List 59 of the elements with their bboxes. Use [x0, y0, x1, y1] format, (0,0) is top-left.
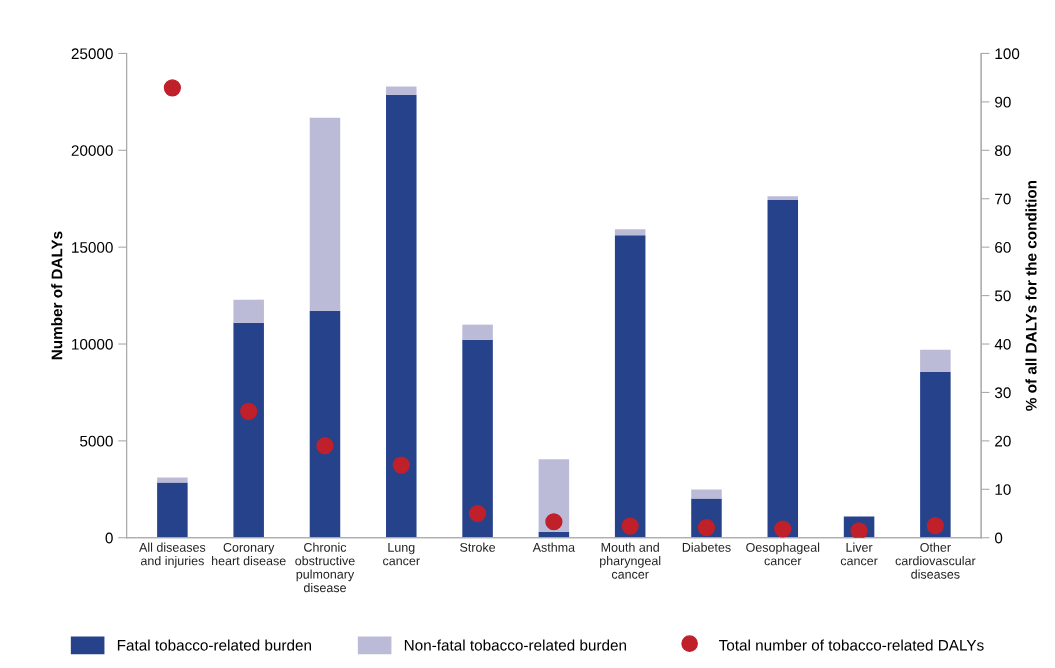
bar [157, 482, 188, 538]
y-tick-label: 15000 [72, 242, 113, 253]
bar [691, 489, 722, 499]
y-tick-label: 5000 [80, 435, 113, 447]
bar [309, 310, 341, 538]
y2-tick-label: 90 [995, 96, 1011, 108]
bar [920, 349, 951, 372]
y-tick-label: 25000 [71, 48, 113, 60]
bar [386, 86, 417, 95]
bar [309, 117, 341, 311]
y2-tick-label: 70 [995, 193, 1011, 205]
x-tick-label: Asthma [532, 542, 576, 552]
point [926, 517, 944, 535]
y2-tick-label: 0 [994, 532, 1003, 544]
point [774, 520, 792, 538]
x-tick-label: Liver cancer [840, 542, 878, 566]
x-tick-label: All diseases and injuries [139, 542, 206, 568]
bar [233, 322, 264, 538]
x-tick-label: Lung cancer [383, 543, 420, 566]
x-tick-label: Other cardiovascular diseases [895, 542, 976, 579]
y2-tick-label: 20 [995, 435, 1011, 447]
legend-label: Non-fatal tobacco-related burden [404, 639, 627, 651]
y2-tick-label: 50 [994, 290, 1011, 302]
bar [157, 477, 188, 483]
y-axis-title: Number of DALYs [51, 231, 63, 360]
y2-tick-label: 80 [995, 145, 1011, 156]
y-tick-label: 0 [105, 532, 113, 544]
bar [920, 371, 951, 538]
legend-label: Total number of tobacco-related DALYs [719, 639, 984, 651]
y2-tick-label: 100 [995, 48, 1020, 60]
x-tick-label: Stroke [460, 542, 496, 552]
legend-label: Fatal tobacco-related burden [117, 639, 312, 651]
x-tick-label: Chronic obstructive pulmonary disease [295, 542, 355, 593]
bar [614, 229, 646, 236]
x-tick-label: Mouth and pharyngeal cancer [600, 542, 661, 579]
bar [767, 200, 799, 538]
x-tick-label: Oesophageal cancer [746, 542, 820, 566]
bar [233, 299, 264, 323]
y2-tick-label: 60 [995, 242, 1011, 253]
y2-tick-label: 10 [995, 484, 1011, 495]
y-tick-label: 10000 [72, 338, 113, 350]
point [621, 517, 639, 535]
y-tick-label: 20000 [71, 145, 113, 156]
y2-tick-label: 40 [994, 338, 1011, 350]
point [392, 456, 410, 474]
bar [462, 324, 493, 340]
bar [614, 235, 646, 538]
point [468, 504, 487, 523]
point [163, 79, 181, 97]
bar [767, 196, 799, 201]
point [240, 402, 258, 420]
x-tick-label: Coronary heart disease [212, 542, 286, 566]
y2-axis-title: % of all DALYs for the condition [1025, 180, 1037, 411]
y2-tick-label: 30 [994, 387, 1011, 399]
point [316, 437, 334, 455]
bar [462, 339, 493, 538]
x-tick-label: Diabetes [682, 542, 731, 552]
point [545, 513, 563, 531]
bar [386, 94, 417, 538]
